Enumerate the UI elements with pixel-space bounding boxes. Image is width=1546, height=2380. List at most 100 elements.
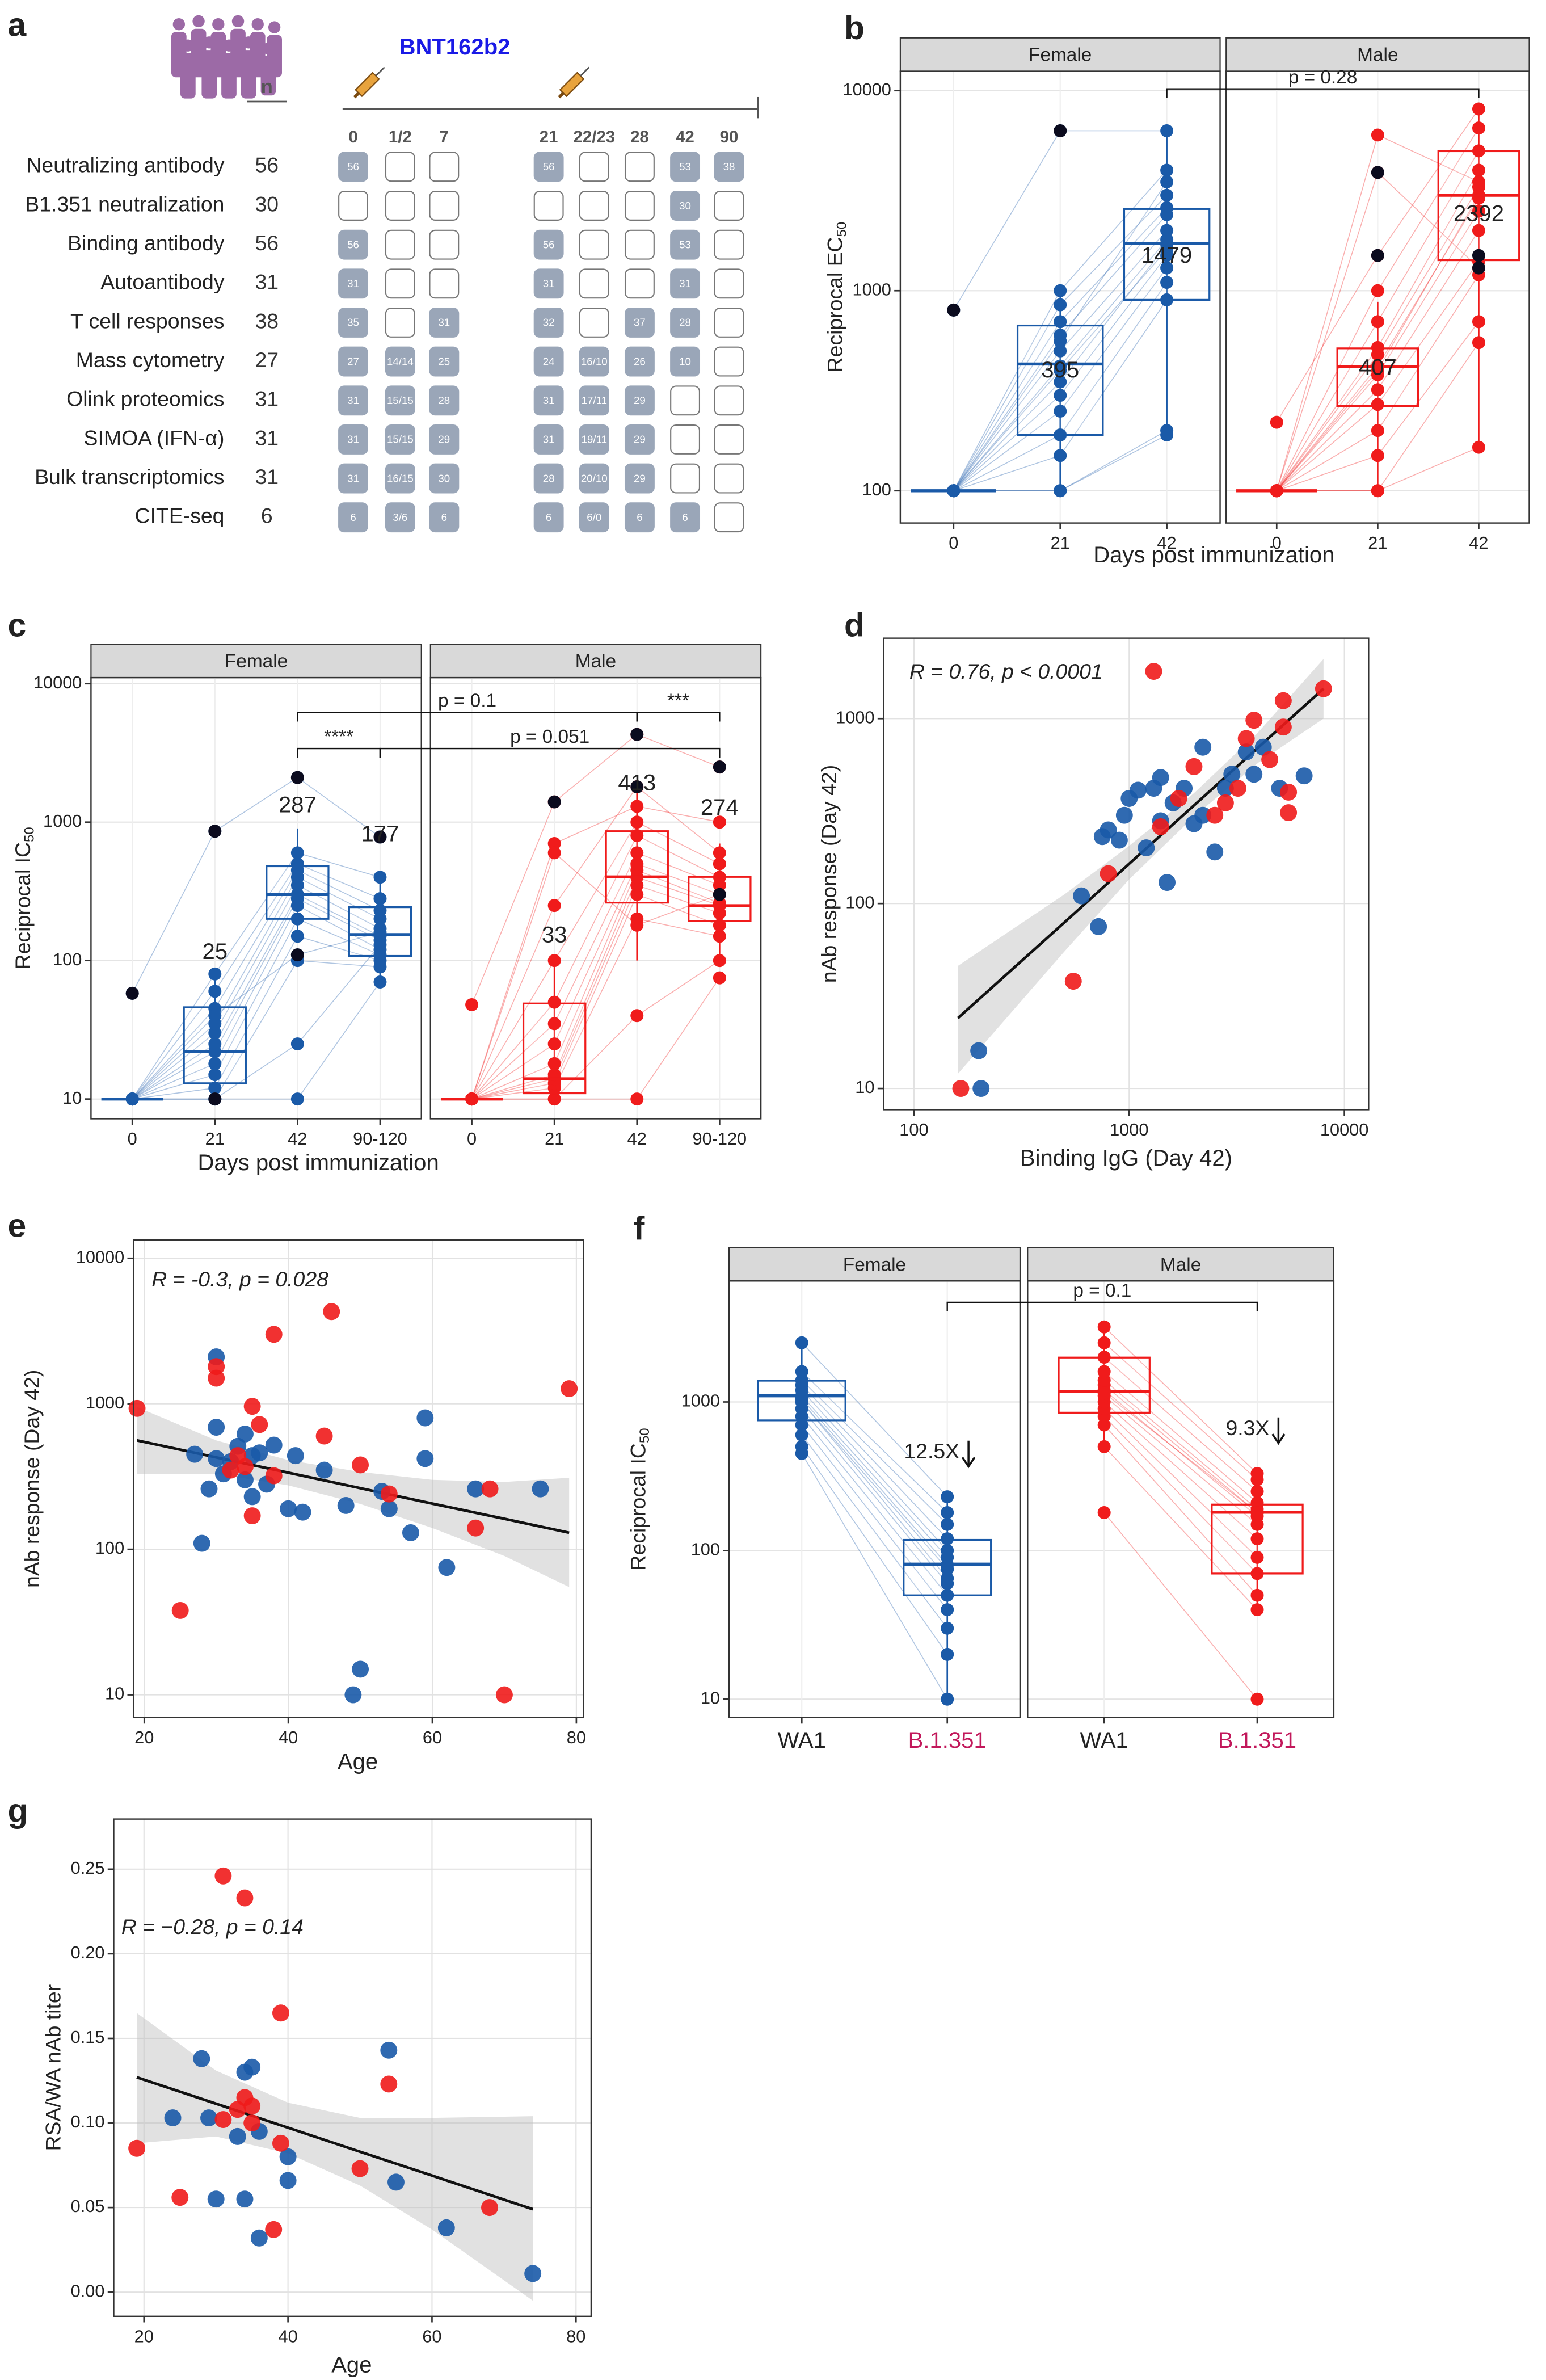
point bbox=[1472, 102, 1485, 116]
point bbox=[265, 2221, 283, 2238]
point bbox=[222, 1461, 239, 1479]
cell-count: 16/10 bbox=[581, 355, 608, 367]
sample-cell bbox=[429, 385, 460, 416]
timepoint-label: 21 bbox=[540, 128, 558, 146]
x-tick-label: 20 bbox=[134, 2326, 154, 2346]
point bbox=[941, 1621, 954, 1635]
sample-cell bbox=[429, 308, 460, 338]
point bbox=[630, 800, 644, 813]
x-tick-label: 60 bbox=[422, 2326, 441, 2346]
x-axis-title: Days post immunization bbox=[197, 1150, 439, 1175]
point bbox=[465, 998, 479, 1011]
sample-cell bbox=[385, 229, 415, 260]
cell-count: 28 bbox=[543, 472, 555, 484]
x-tick-label: 40 bbox=[279, 1727, 298, 1747]
point bbox=[200, 2109, 217, 2127]
point bbox=[795, 1395, 808, 1408]
point bbox=[315, 1427, 333, 1445]
point bbox=[279, 2172, 297, 2189]
point bbox=[251, 1416, 268, 1433]
subject-line bbox=[471, 863, 720, 1100]
stat-annotation: R = 0.76, p < 0.0001 bbox=[909, 659, 1103, 683]
subject-line bbox=[132, 935, 381, 1100]
point bbox=[630, 1009, 644, 1023]
point bbox=[1152, 769, 1169, 787]
sample-cell bbox=[714, 463, 744, 494]
point bbox=[208, 1057, 222, 1070]
x-axis-title: Age bbox=[338, 1749, 378, 1774]
point bbox=[1160, 163, 1174, 177]
point bbox=[208, 1369, 225, 1387]
point bbox=[416, 1409, 434, 1427]
outlier-point bbox=[630, 728, 644, 741]
point bbox=[481, 2199, 498, 2217]
x-tick-label: 80 bbox=[567, 1727, 586, 1747]
sample-cell bbox=[533, 308, 564, 338]
sample-cell bbox=[338, 191, 368, 221]
point bbox=[1110, 831, 1128, 849]
subject-line bbox=[471, 852, 720, 1100]
panel-label: e bbox=[7, 1207, 26, 1244]
cell-count: 38 bbox=[723, 161, 735, 173]
outlier-point bbox=[290, 771, 304, 784]
point bbox=[1054, 284, 1067, 297]
x-tick-label: 0 bbox=[128, 1129, 137, 1149]
point bbox=[713, 871, 726, 884]
x-tick-label: 42 bbox=[627, 1129, 647, 1149]
significance-label: p = 0.28 bbox=[1288, 67, 1358, 88]
cell-count: 28 bbox=[679, 317, 691, 329]
sample-cell bbox=[579, 191, 609, 221]
cell-count: 53 bbox=[679, 238, 691, 250]
sample-cell bbox=[579, 268, 609, 299]
cell-count: 35 bbox=[347, 317, 359, 329]
panel-label: d bbox=[844, 607, 865, 644]
point bbox=[352, 1660, 369, 1678]
timepoint-label: 22/23 bbox=[574, 128, 616, 146]
cell-count: 16/15 bbox=[387, 472, 414, 484]
cell-count: 30 bbox=[679, 200, 691, 212]
point bbox=[1315, 680, 1332, 697]
point bbox=[373, 871, 387, 884]
point bbox=[972, 1080, 990, 1098]
point bbox=[713, 815, 726, 829]
subject-line bbox=[471, 977, 720, 1100]
point bbox=[290, 930, 304, 943]
point bbox=[438, 1559, 456, 1576]
point bbox=[265, 1326, 283, 1343]
facet-label: Male bbox=[1357, 45, 1398, 66]
cell-count: 29 bbox=[634, 472, 646, 484]
panel-label: f bbox=[634, 1210, 645, 1247]
point bbox=[1250, 1588, 1264, 1602]
point bbox=[1152, 818, 1169, 835]
point bbox=[1371, 484, 1384, 498]
subject-line bbox=[132, 932, 381, 1100]
cell-count: 10 bbox=[679, 355, 691, 367]
point bbox=[1261, 751, 1279, 768]
sample-cell bbox=[429, 502, 460, 533]
point bbox=[1160, 243, 1174, 256]
cell-count: 31 bbox=[543, 434, 555, 445]
subject-line bbox=[801, 1401, 948, 1579]
y-tick-label: 10 bbox=[62, 1088, 82, 1108]
panel-label: a bbox=[7, 7, 27, 44]
point bbox=[208, 1068, 222, 1082]
cell-count: 56 bbox=[347, 238, 359, 250]
subject-line bbox=[801, 1401, 948, 1570]
subject-line bbox=[471, 884, 720, 1100]
point bbox=[387, 2173, 405, 2191]
point bbox=[1160, 293, 1174, 306]
point bbox=[1250, 1603, 1264, 1617]
point bbox=[713, 954, 726, 968]
point bbox=[164, 2109, 182, 2127]
row-label: SIMOA (IFN-α) bbox=[84, 426, 225, 449]
point bbox=[1064, 973, 1082, 990]
point bbox=[713, 971, 726, 985]
point bbox=[941, 1647, 954, 1661]
row-n: 6 bbox=[261, 504, 273, 528]
sample-cell bbox=[338, 346, 368, 377]
cell-count: 6 bbox=[637, 511, 642, 523]
point bbox=[547, 846, 561, 860]
point bbox=[272, 2134, 289, 2152]
x-tick-label: 90-120 bbox=[693, 1129, 747, 1149]
point bbox=[380, 2041, 398, 2059]
